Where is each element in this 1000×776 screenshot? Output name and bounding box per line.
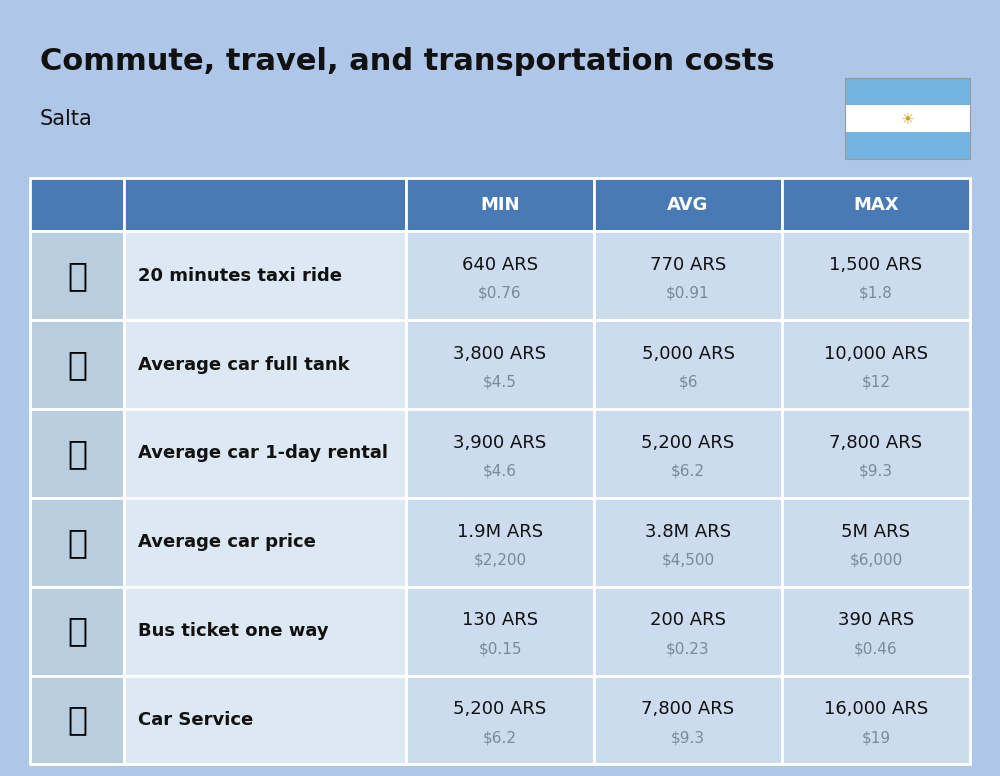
FancyBboxPatch shape bbox=[406, 178, 594, 231]
Text: Bus ticket one way: Bus ticket one way bbox=[138, 622, 329, 640]
Text: Average car price: Average car price bbox=[138, 533, 316, 551]
Text: MIN: MIN bbox=[480, 196, 520, 214]
FancyBboxPatch shape bbox=[594, 231, 782, 320]
FancyBboxPatch shape bbox=[30, 498, 124, 587]
FancyBboxPatch shape bbox=[594, 178, 782, 231]
FancyBboxPatch shape bbox=[782, 320, 970, 409]
FancyBboxPatch shape bbox=[782, 409, 970, 498]
FancyBboxPatch shape bbox=[124, 498, 406, 587]
Text: 7,800 ARS: 7,800 ARS bbox=[641, 700, 735, 719]
Text: Average car 1-day rental: Average car 1-day rental bbox=[138, 445, 388, 462]
FancyBboxPatch shape bbox=[594, 587, 782, 675]
Text: $6.2: $6.2 bbox=[671, 463, 705, 479]
FancyBboxPatch shape bbox=[406, 587, 594, 675]
Text: $0.91: $0.91 bbox=[666, 286, 710, 301]
Text: $9.3: $9.3 bbox=[671, 730, 705, 745]
Text: ⛽: ⛽ bbox=[67, 348, 87, 381]
Text: 3,900 ARS: 3,900 ARS bbox=[453, 434, 547, 452]
FancyBboxPatch shape bbox=[782, 231, 970, 320]
FancyBboxPatch shape bbox=[406, 675, 594, 764]
FancyBboxPatch shape bbox=[30, 320, 124, 409]
FancyBboxPatch shape bbox=[406, 320, 594, 409]
Text: 5,200 ARS: 5,200 ARS bbox=[453, 700, 547, 719]
Text: 5,200 ARS: 5,200 ARS bbox=[641, 434, 735, 452]
Text: $0.76: $0.76 bbox=[478, 286, 522, 301]
Text: 1,500 ARS: 1,500 ARS bbox=[829, 256, 923, 274]
FancyBboxPatch shape bbox=[594, 320, 782, 409]
Text: 1.9M ARS: 1.9M ARS bbox=[457, 522, 543, 541]
FancyBboxPatch shape bbox=[124, 409, 406, 498]
Text: Average car full tank: Average car full tank bbox=[138, 355, 350, 373]
FancyBboxPatch shape bbox=[594, 409, 782, 498]
Text: $6: $6 bbox=[678, 375, 698, 390]
FancyBboxPatch shape bbox=[124, 675, 406, 764]
Text: 640 ARS: 640 ARS bbox=[462, 256, 538, 274]
FancyBboxPatch shape bbox=[30, 231, 124, 320]
FancyBboxPatch shape bbox=[124, 231, 406, 320]
Text: Car Service: Car Service bbox=[138, 711, 253, 729]
FancyBboxPatch shape bbox=[30, 675, 124, 764]
FancyBboxPatch shape bbox=[594, 675, 782, 764]
Text: $1.8: $1.8 bbox=[859, 286, 893, 301]
FancyBboxPatch shape bbox=[406, 409, 594, 498]
Text: 🚌: 🚌 bbox=[67, 615, 87, 648]
FancyBboxPatch shape bbox=[124, 320, 406, 409]
Text: Commute, travel, and transportation costs: Commute, travel, and transportation cost… bbox=[40, 47, 775, 75]
FancyBboxPatch shape bbox=[124, 587, 406, 675]
Text: $12: $12 bbox=[861, 375, 890, 390]
Text: 5M ARS: 5M ARS bbox=[841, 522, 910, 541]
FancyBboxPatch shape bbox=[124, 178, 406, 231]
Text: AVG: AVG bbox=[667, 196, 709, 214]
Text: 5,000 ARS: 5,000 ARS bbox=[642, 345, 734, 363]
Text: MAX: MAX bbox=[853, 196, 899, 214]
Text: 🔧: 🔧 bbox=[67, 703, 87, 736]
FancyBboxPatch shape bbox=[30, 178, 124, 231]
Text: $6.2: $6.2 bbox=[483, 730, 517, 745]
Text: 390 ARS: 390 ARS bbox=[838, 611, 914, 629]
FancyBboxPatch shape bbox=[782, 498, 970, 587]
Text: ☀: ☀ bbox=[901, 111, 914, 126]
Text: $0.46: $0.46 bbox=[854, 641, 898, 656]
FancyBboxPatch shape bbox=[845, 105, 970, 132]
Text: $0.23: $0.23 bbox=[666, 641, 710, 656]
FancyBboxPatch shape bbox=[594, 498, 782, 587]
Text: 200 ARS: 200 ARS bbox=[650, 611, 726, 629]
Text: $6,000: $6,000 bbox=[849, 553, 903, 567]
FancyBboxPatch shape bbox=[782, 587, 970, 675]
Text: $2,200: $2,200 bbox=[473, 553, 527, 567]
Text: Salta: Salta bbox=[40, 109, 93, 129]
Text: 7,800 ARS: 7,800 ARS bbox=[829, 434, 923, 452]
Text: $9.3: $9.3 bbox=[859, 463, 893, 479]
Text: $4.6: $4.6 bbox=[483, 463, 517, 479]
Text: 3.8M ARS: 3.8M ARS bbox=[645, 522, 731, 541]
Text: 🚗: 🚗 bbox=[67, 525, 87, 559]
FancyBboxPatch shape bbox=[406, 498, 594, 587]
Text: 🚙: 🚙 bbox=[67, 437, 87, 470]
Text: 3,800 ARS: 3,800 ARS bbox=[453, 345, 547, 363]
Text: 20 minutes taxi ride: 20 minutes taxi ride bbox=[138, 267, 342, 285]
Text: 130 ARS: 130 ARS bbox=[462, 611, 538, 629]
FancyBboxPatch shape bbox=[782, 178, 970, 231]
FancyBboxPatch shape bbox=[30, 409, 124, 498]
Text: 10,000 ARS: 10,000 ARS bbox=[824, 345, 928, 363]
FancyBboxPatch shape bbox=[782, 675, 970, 764]
Text: $19: $19 bbox=[861, 730, 891, 745]
FancyBboxPatch shape bbox=[845, 78, 970, 105]
FancyBboxPatch shape bbox=[30, 587, 124, 675]
FancyBboxPatch shape bbox=[406, 231, 594, 320]
Text: $4,500: $4,500 bbox=[661, 553, 715, 567]
Text: 🚕: 🚕 bbox=[67, 259, 87, 293]
Text: 16,000 ARS: 16,000 ARS bbox=[824, 700, 928, 719]
FancyBboxPatch shape bbox=[845, 132, 970, 159]
Text: 770 ARS: 770 ARS bbox=[650, 256, 726, 274]
Text: $0.15: $0.15 bbox=[478, 641, 522, 656]
Text: $4.5: $4.5 bbox=[483, 375, 517, 390]
